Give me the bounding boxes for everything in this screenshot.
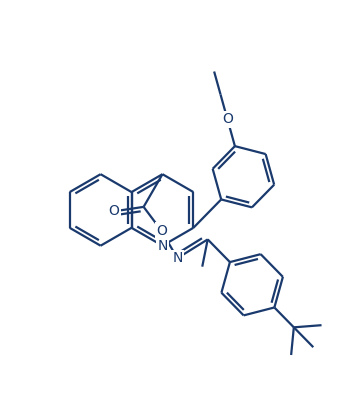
Text: O: O: [222, 112, 233, 126]
Text: N: N: [157, 239, 168, 253]
Text: O: O: [156, 224, 167, 238]
Text: O: O: [109, 204, 120, 218]
Text: N: N: [172, 251, 183, 265]
